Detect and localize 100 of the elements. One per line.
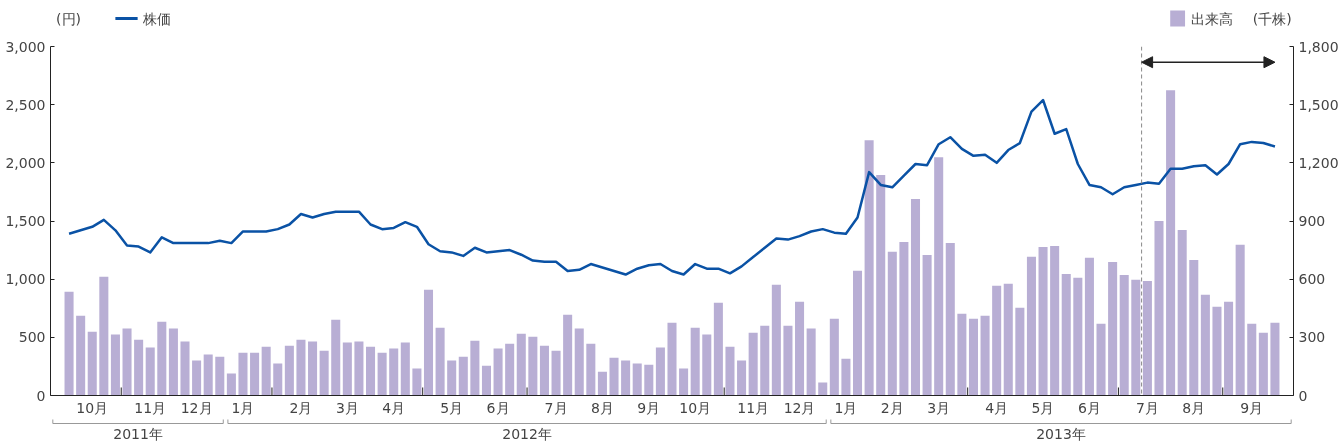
bar bbox=[470, 340, 480, 396]
text: 2012年 bbox=[502, 425, 552, 442]
x-tick-label: 7月 bbox=[1135, 399, 1159, 416]
y2-tick-label: 1,500 bbox=[1298, 96, 1339, 113]
bar bbox=[992, 285, 1002, 396]
y2-tick-label: 900 bbox=[1298, 213, 1326, 229]
bar bbox=[64, 291, 74, 396]
bar bbox=[1084, 257, 1094, 396]
bar bbox=[412, 368, 422, 396]
bar bbox=[423, 289, 434, 396]
x-tick-label: 5月 bbox=[440, 399, 464, 416]
bar bbox=[597, 371, 607, 396]
y-tick-label: 3,000 bbox=[5, 38, 46, 55]
bar bbox=[87, 331, 97, 396]
bar bbox=[1154, 221, 1164, 396]
y2-axis-title: (千株) bbox=[1252, 10, 1292, 27]
x-tick-label: 3月 bbox=[335, 399, 359, 416]
bar bbox=[609, 357, 619, 396]
bar bbox=[1212, 306, 1222, 396]
bar bbox=[1177, 229, 1187, 396]
bar bbox=[1015, 307, 1025, 396]
bar bbox=[783, 325, 793, 396]
bar bbox=[1003, 283, 1013, 396]
bar bbox=[226, 373, 236, 396]
bar bbox=[818, 382, 828, 396]
bar bbox=[76, 315, 86, 396]
bar bbox=[447, 360, 457, 396]
bar bbox=[644, 364, 654, 396]
bar bbox=[1235, 244, 1245, 396]
bar bbox=[899, 241, 909, 396]
x-tick-label: 8月 bbox=[1182, 399, 1206, 416]
bar bbox=[331, 319, 341, 396]
bar bbox=[261, 346, 271, 396]
bar bbox=[679, 368, 689, 396]
bar bbox=[354, 341, 364, 396]
x-tick-label: 1月 bbox=[231, 399, 255, 416]
bar bbox=[563, 314, 573, 396]
x-tick-label: 1月 bbox=[834, 399, 858, 416]
x-tick-label: 10月 bbox=[76, 399, 109, 416]
bar bbox=[887, 251, 897, 396]
bar bbox=[1270, 322, 1280, 396]
x-tick-label: 8月 bbox=[590, 399, 614, 416]
y-tick-label: 2,500 bbox=[5, 96, 46, 113]
bar bbox=[192, 360, 202, 396]
y-tick-label: 1,500 bbox=[5, 213, 46, 229]
x-tick-label: 3月 bbox=[927, 399, 951, 416]
bar bbox=[400, 342, 410, 396]
y-tick-label: 0 bbox=[36, 387, 46, 404]
y2-tick-label: 1,800 bbox=[1298, 38, 1339, 55]
y-tick-label: 500 bbox=[18, 329, 46, 346]
bar bbox=[366, 346, 376, 396]
bar bbox=[737, 360, 747, 396]
bar bbox=[168, 328, 178, 396]
legend-label: 出来高 bbox=[1190, 10, 1233, 27]
bar bbox=[713, 302, 723, 396]
bar bbox=[319, 350, 329, 396]
bar bbox=[980, 315, 990, 396]
bar bbox=[342, 342, 352, 396]
legend-label: 株価 bbox=[142, 10, 172, 27]
bar bbox=[1247, 323, 1257, 396]
bar bbox=[134, 339, 144, 396]
bar bbox=[250, 352, 260, 396]
bar bbox=[1131, 279, 1141, 396]
bar bbox=[528, 336, 538, 396]
bar bbox=[771, 284, 781, 396]
bar bbox=[1200, 294, 1210, 396]
bar bbox=[702, 334, 712, 396]
bar bbox=[493, 348, 503, 396]
bar bbox=[1050, 246, 1060, 396]
bar bbox=[957, 313, 967, 396]
bar bbox=[574, 328, 584, 396]
bar bbox=[1108, 261, 1118, 396]
y2-tick-label: 600 bbox=[1298, 271, 1326, 288]
bar bbox=[829, 318, 839, 396]
bar bbox=[284, 345, 294, 396]
bar bbox=[1189, 259, 1199, 396]
bar bbox=[1224, 301, 1234, 396]
x-tick-label: 4月 bbox=[985, 399, 1009, 416]
y2-tick-label: 0 bbox=[1298, 387, 1308, 404]
y-tick-label: 2,000 bbox=[5, 154, 46, 171]
bar bbox=[910, 199, 921, 396]
x-tick-label: 4月 bbox=[382, 399, 406, 416]
bar bbox=[238, 352, 248, 396]
bar bbox=[110, 334, 120, 396]
bar bbox=[655, 347, 665, 396]
bar bbox=[968, 318, 978, 396]
x-tick-label: 10月 bbox=[679, 399, 712, 416]
bar bbox=[122, 328, 132, 396]
bar bbox=[748, 332, 758, 396]
bar bbox=[586, 343, 596, 396]
x-tick-label: 12月 bbox=[783, 399, 816, 416]
x-tick-label: 2月 bbox=[289, 399, 313, 416]
bar bbox=[180, 341, 190, 396]
bar bbox=[1258, 332, 1268, 396]
bar bbox=[1073, 277, 1083, 396]
bar bbox=[458, 356, 468, 396]
bar bbox=[296, 339, 306, 396]
bar bbox=[273, 363, 283, 396]
bar bbox=[551, 350, 561, 396]
bar bbox=[308, 341, 318, 396]
